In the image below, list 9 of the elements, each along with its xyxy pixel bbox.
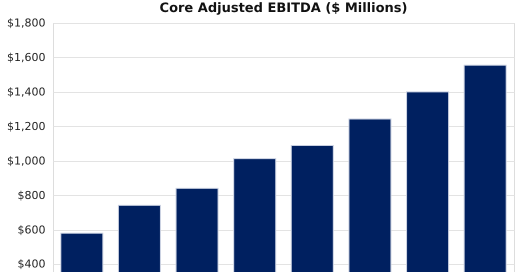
y-tick-label: $1,400 [7, 85, 46, 98]
chart-title: Core Adjusted EBITDA ($ Millions) [160, 1, 408, 16]
y-tick-label: $800 [18, 188, 46, 202]
y-tick-label: $1,800 [7, 16, 46, 30]
y-tick-label: $1,600 [7, 50, 46, 64]
y-tick-label: $1,200 [7, 120, 46, 133]
y-tick-label: $400 [18, 258, 46, 271]
y-tick-label: $600 [18, 223, 46, 236]
y-tick-label: $1,000 [7, 154, 46, 168]
